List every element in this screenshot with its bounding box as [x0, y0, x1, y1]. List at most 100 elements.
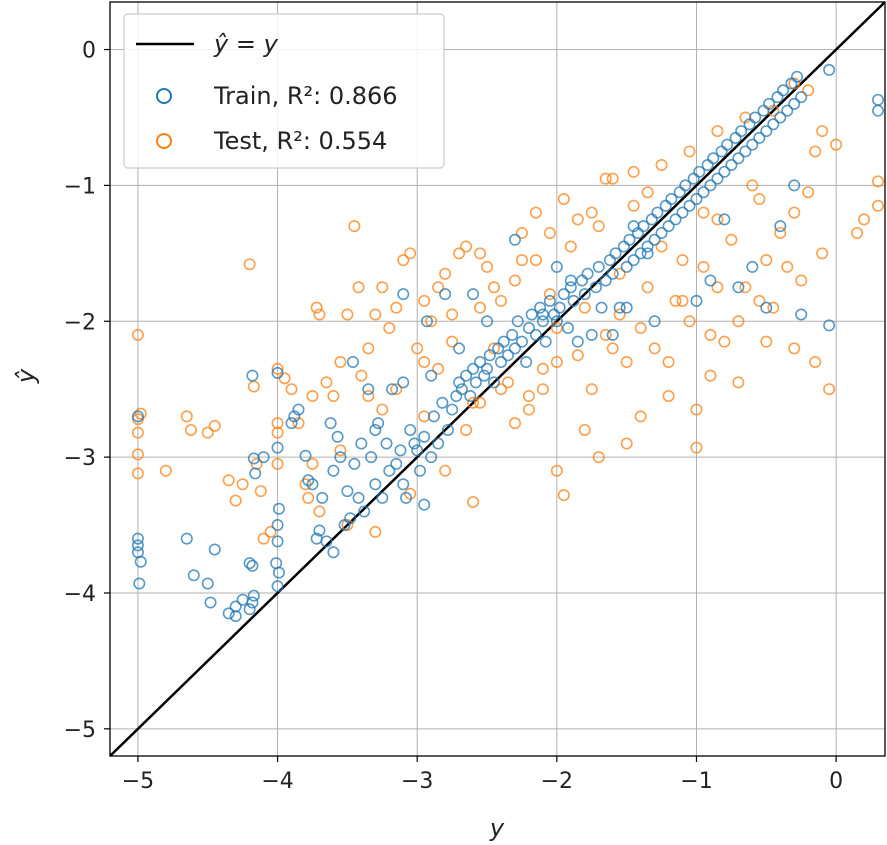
train-point	[324, 417, 337, 430]
test-point	[446, 335, 459, 348]
test-point	[557, 192, 570, 205]
train-point	[355, 437, 368, 450]
train-point	[543, 294, 556, 307]
train-point	[420, 315, 433, 328]
train-point	[711, 172, 724, 185]
test-point	[508, 274, 521, 287]
test-point	[683, 315, 696, 328]
train-point	[581, 267, 594, 280]
test-point	[271, 417, 284, 430]
train-point	[376, 491, 389, 504]
train-point	[386, 383, 399, 396]
test-point	[543, 226, 556, 239]
train-point	[313, 524, 326, 537]
train-point	[585, 328, 598, 341]
test-point	[320, 376, 333, 389]
test-point	[620, 356, 633, 369]
train-point	[394, 444, 407, 457]
train-point	[562, 322, 575, 335]
train-point	[327, 464, 340, 477]
test-point	[411, 342, 424, 355]
train-point	[673, 186, 686, 199]
test-point	[676, 294, 689, 307]
test-point	[627, 165, 640, 178]
train-point	[701, 159, 714, 172]
train-point	[718, 165, 731, 178]
train-point	[446, 403, 459, 416]
train-point	[352, 491, 365, 504]
train-point	[439, 288, 452, 301]
test-point	[711, 281, 724, 294]
test-point	[620, 437, 633, 450]
train-point	[520, 356, 533, 369]
y-tick-label: −3	[64, 446, 96, 471]
test-point	[355, 369, 368, 382]
train-point	[539, 335, 552, 348]
train-point	[609, 247, 622, 260]
train-point	[208, 543, 221, 556]
test-point	[711, 213, 724, 226]
y-tick-label: −5	[64, 718, 96, 743]
test-point	[494, 383, 507, 396]
train-point	[411, 444, 424, 457]
test-point	[753, 294, 766, 307]
test-point	[557, 489, 570, 502]
train-point	[299, 449, 312, 462]
train-point	[760, 301, 773, 314]
test-point	[278, 372, 291, 385]
test-point	[795, 274, 808, 287]
test-point	[802, 186, 815, 199]
train-point	[436, 396, 449, 409]
test-point	[858, 213, 871, 226]
test-point	[606, 342, 619, 355]
legend-marker-train	[156, 88, 172, 104]
test-point	[184, 423, 197, 436]
train-point	[453, 342, 466, 355]
test-point	[131, 448, 144, 461]
test-point	[131, 426, 144, 439]
test-point	[753, 192, 766, 205]
test-point	[592, 220, 605, 233]
test-point	[809, 356, 822, 369]
test-point	[599, 172, 612, 185]
test-point	[760, 335, 773, 348]
test-point	[432, 362, 445, 375]
train-point	[753, 131, 766, 144]
test-point	[404, 487, 417, 500]
y-tick-label: 0	[82, 39, 96, 64]
axis-ticks: −5 −4 −3 −2 −1 0 −5 −4 −3 −2 −1 0	[64, 39, 844, 794]
test-point	[669, 294, 682, 307]
train-point	[704, 274, 717, 287]
test-point	[474, 396, 487, 409]
train-point	[578, 288, 591, 301]
test-point	[264, 525, 277, 538]
train-point	[760, 125, 773, 138]
y-tick-label: −1	[64, 174, 96, 199]
test-point	[254, 485, 267, 498]
test-point	[134, 407, 147, 420]
x-tick-label: −4	[261, 769, 293, 794]
test-point	[390, 383, 403, 396]
test-point	[655, 240, 668, 253]
test-point	[418, 410, 431, 423]
test-point	[732, 315, 745, 328]
train-point	[704, 179, 717, 192]
train-point	[247, 589, 260, 602]
test-point	[592, 451, 605, 464]
train-point	[236, 593, 249, 606]
train-point	[595, 301, 608, 314]
test-point	[327, 389, 340, 402]
test-point	[390, 301, 403, 314]
train-point	[715, 145, 728, 158]
train-point	[662, 220, 675, 233]
test-point	[816, 247, 829, 260]
train-point	[529, 328, 542, 341]
train-point	[383, 464, 396, 477]
train-point	[481, 315, 494, 328]
test-point	[285, 383, 298, 396]
train-point	[455, 383, 468, 396]
train-point	[271, 441, 284, 454]
test-point	[271, 426, 284, 439]
test-point	[474, 247, 487, 260]
